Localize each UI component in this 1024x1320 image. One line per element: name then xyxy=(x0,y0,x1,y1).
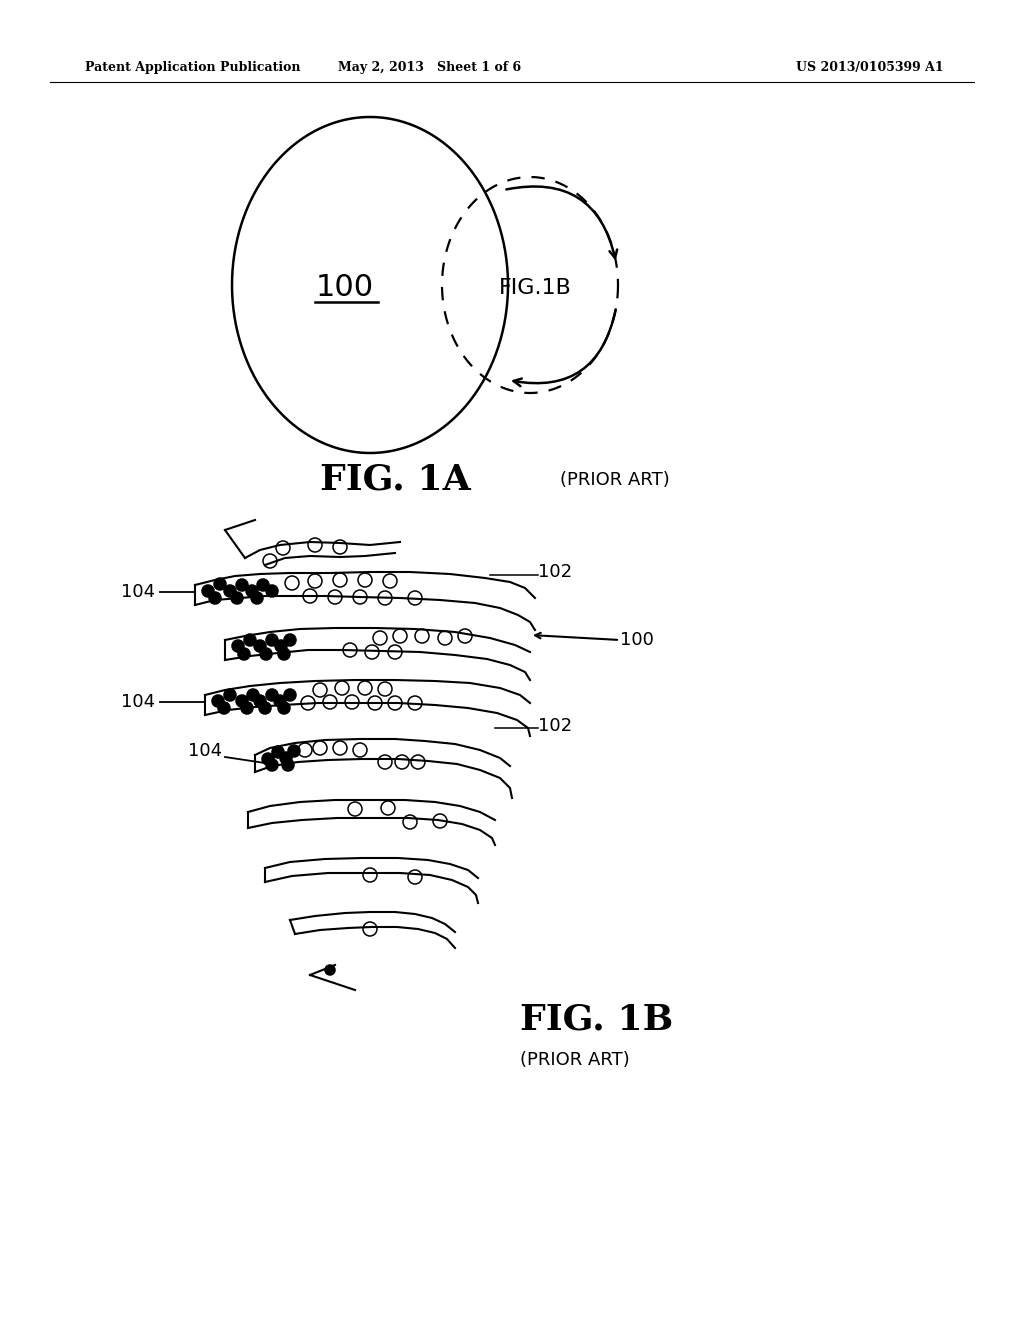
Text: 102: 102 xyxy=(538,564,572,581)
Circle shape xyxy=(282,759,294,771)
Circle shape xyxy=(214,578,226,590)
Circle shape xyxy=(246,585,258,597)
Text: 100: 100 xyxy=(620,631,654,649)
FancyArrowPatch shape xyxy=(506,186,617,257)
Text: 102: 102 xyxy=(538,717,572,735)
Circle shape xyxy=(241,702,253,714)
Text: May 2, 2013   Sheet 1 of 6: May 2, 2013 Sheet 1 of 6 xyxy=(339,62,521,74)
Circle shape xyxy=(209,591,221,605)
Circle shape xyxy=(224,585,236,597)
Circle shape xyxy=(260,648,272,660)
Circle shape xyxy=(266,634,278,645)
Circle shape xyxy=(262,752,274,766)
Text: 104: 104 xyxy=(121,583,155,601)
Text: 104: 104 xyxy=(121,693,155,711)
Circle shape xyxy=(275,640,287,652)
Text: 100: 100 xyxy=(316,273,374,302)
Circle shape xyxy=(284,689,296,701)
Circle shape xyxy=(247,689,259,701)
Text: FIG. 1B: FIG. 1B xyxy=(520,1003,673,1038)
Text: (PRIOR ART): (PRIOR ART) xyxy=(520,1051,630,1069)
Circle shape xyxy=(272,746,284,758)
Circle shape xyxy=(218,702,230,714)
Circle shape xyxy=(278,648,290,660)
Circle shape xyxy=(202,585,214,597)
Circle shape xyxy=(231,591,243,605)
FancyArrowPatch shape xyxy=(513,309,615,387)
Circle shape xyxy=(251,591,263,605)
Circle shape xyxy=(254,640,266,652)
Circle shape xyxy=(325,965,335,975)
Text: FIG. 1A: FIG. 1A xyxy=(319,463,470,498)
Circle shape xyxy=(238,648,250,660)
Circle shape xyxy=(280,752,292,764)
Circle shape xyxy=(266,689,278,701)
Text: Patent Application Publication: Patent Application Publication xyxy=(85,62,300,74)
Text: (PRIOR ART): (PRIOR ART) xyxy=(560,471,670,488)
Circle shape xyxy=(236,579,248,591)
Text: 104: 104 xyxy=(187,742,222,760)
Circle shape xyxy=(259,702,271,714)
Text: FIG.1B: FIG.1B xyxy=(499,279,571,298)
Circle shape xyxy=(254,696,266,708)
Circle shape xyxy=(278,702,290,714)
Circle shape xyxy=(288,744,300,756)
Circle shape xyxy=(257,579,269,591)
Circle shape xyxy=(274,696,286,708)
Circle shape xyxy=(266,585,278,597)
Circle shape xyxy=(244,634,256,645)
Circle shape xyxy=(236,696,248,708)
Circle shape xyxy=(212,696,224,708)
Text: US 2013/0105399 A1: US 2013/0105399 A1 xyxy=(797,62,944,74)
Circle shape xyxy=(232,640,244,652)
Circle shape xyxy=(266,759,278,771)
Circle shape xyxy=(224,689,236,701)
Circle shape xyxy=(284,634,296,645)
